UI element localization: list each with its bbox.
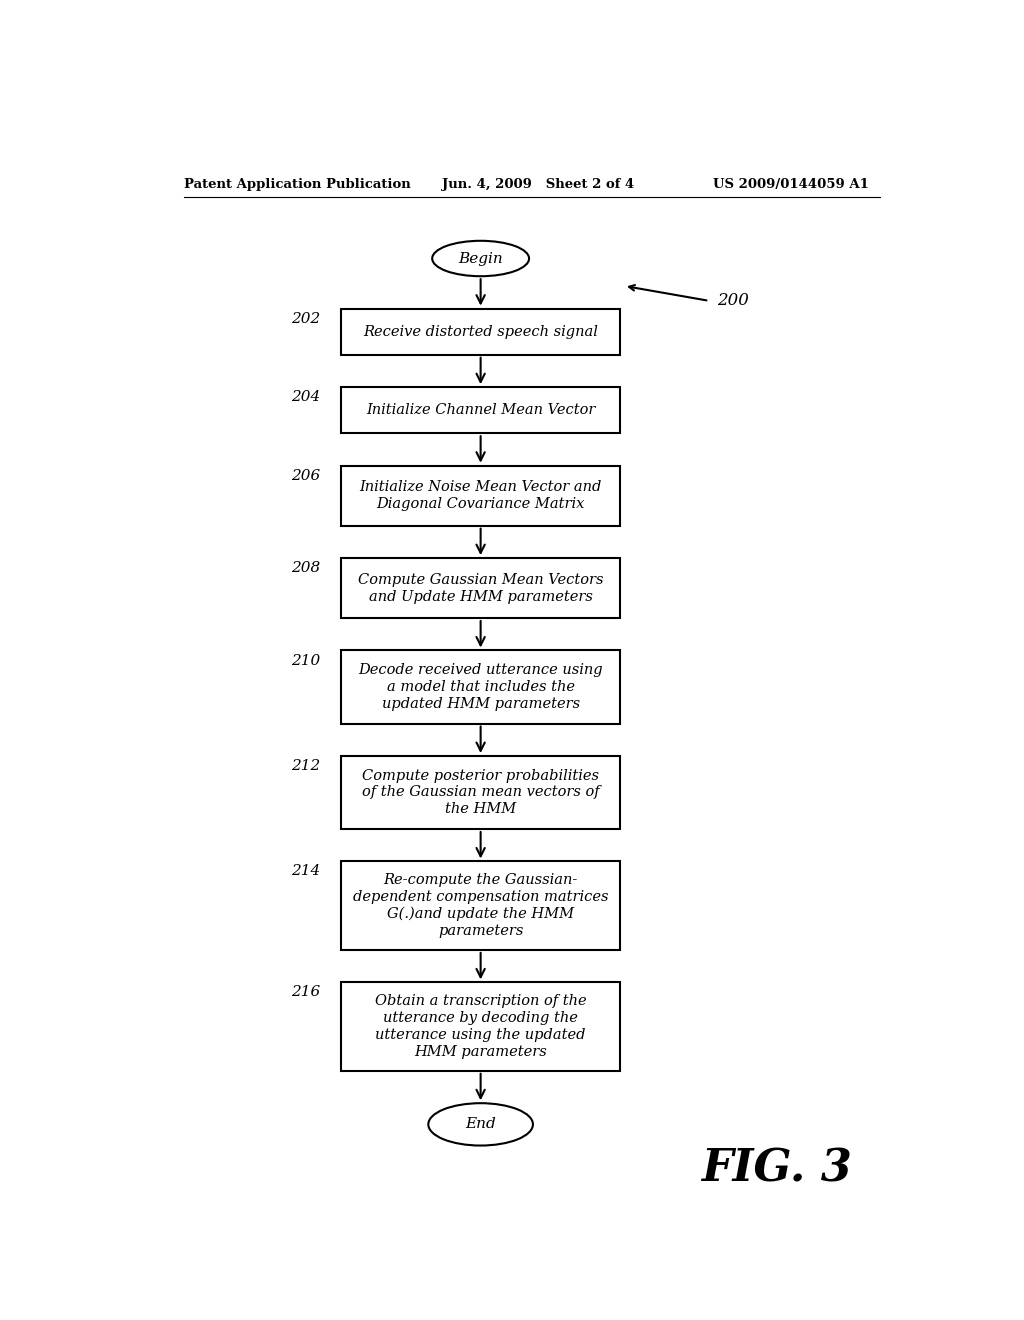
Text: 204: 204 (291, 391, 319, 404)
Bar (341, 387, 621, 433)
Text: Patent Application Publication: Patent Application Publication (183, 178, 411, 190)
Text: parameters: parameters (438, 924, 523, 939)
Text: 200: 200 (717, 292, 749, 309)
Text: updated HMM parameters: updated HMM parameters (382, 697, 580, 711)
Bar (341, 982, 621, 1071)
Text: and Update HMM parameters: and Update HMM parameters (369, 590, 593, 603)
Text: 212: 212 (291, 759, 319, 774)
Bar (341, 558, 621, 618)
Text: Obtain a transcription of the: Obtain a transcription of the (375, 994, 587, 1008)
Text: a model that includes the: a model that includes the (387, 680, 574, 694)
Text: Compute Gaussian Mean Vectors: Compute Gaussian Mean Vectors (357, 573, 603, 586)
Text: utterance using the updated: utterance using the updated (376, 1028, 586, 1041)
Text: 216: 216 (291, 985, 319, 999)
Text: 214: 214 (291, 865, 319, 879)
Text: of the Gaussian mean vectors of: of the Gaussian mean vectors of (361, 785, 599, 800)
Text: HMM parameters: HMM parameters (415, 1045, 547, 1059)
Text: Receive distorted speech signal: Receive distorted speech signal (364, 325, 598, 339)
Text: dependent compensation matrices: dependent compensation matrices (353, 890, 608, 904)
Text: Decode received utterance using: Decode received utterance using (358, 663, 603, 677)
Bar (341, 756, 621, 829)
Text: Re-compute the Gaussian-: Re-compute the Gaussian- (383, 874, 578, 887)
Text: US 2009/0144059 A1: US 2009/0144059 A1 (713, 178, 869, 190)
Ellipse shape (428, 1104, 532, 1146)
Bar (341, 651, 621, 723)
Text: G(.)and update the HMM: G(.)and update the HMM (387, 907, 574, 921)
Text: 210: 210 (291, 653, 319, 668)
Text: FIG. 3: FIG. 3 (701, 1147, 852, 1191)
Text: utterance by decoding the: utterance by decoding the (383, 1011, 579, 1026)
Text: Begin: Begin (459, 252, 503, 265)
Bar (341, 466, 621, 525)
Text: 208: 208 (291, 561, 319, 576)
Text: End: End (465, 1117, 496, 1131)
Text: 206: 206 (291, 469, 319, 483)
Text: Jun. 4, 2009   Sheet 2 of 4: Jun. 4, 2009 Sheet 2 of 4 (442, 178, 634, 190)
Text: 202: 202 (291, 312, 319, 326)
Text: Compute posterior probabilities: Compute posterior probabilities (362, 768, 599, 783)
Text: Initialize Noise Mean Vector and: Initialize Noise Mean Vector and (359, 480, 602, 494)
Text: Diagonal Covariance Matrix: Diagonal Covariance Matrix (377, 498, 585, 511)
Text: Initialize Channel Mean Vector: Initialize Channel Mean Vector (366, 403, 595, 417)
Bar (341, 862, 621, 950)
Text: the HMM: the HMM (445, 803, 516, 817)
Ellipse shape (432, 240, 529, 276)
Bar (341, 309, 621, 355)
